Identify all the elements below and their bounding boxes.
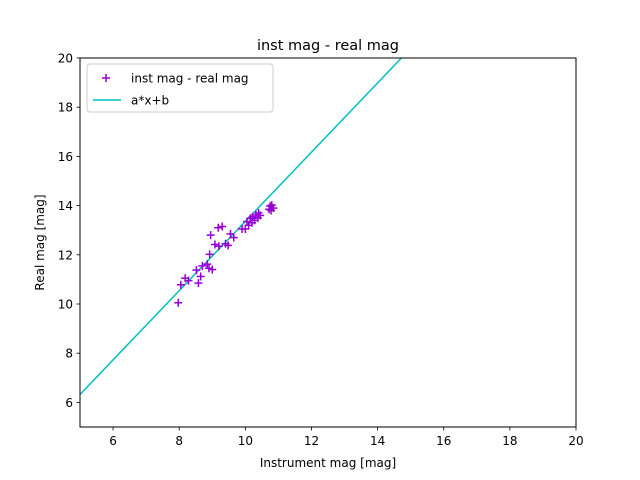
y-tick-label: 6 (65, 396, 73, 410)
legend-item: a*x+b (93, 94, 169, 108)
scatter-point (208, 265, 217, 274)
scatter-point (214, 242, 223, 251)
scatter-point (206, 231, 215, 240)
y-tick-label: 12 (58, 248, 73, 262)
legend-items: inst mag - real mag a*x+b (93, 72, 249, 108)
y-tick-label: 18 (58, 101, 73, 115)
y-tick-label: 10 (58, 298, 73, 312)
scatter-point (224, 241, 233, 250)
scatter-point (218, 222, 227, 231)
scatter-point (198, 261, 207, 270)
scatter-point (210, 240, 219, 249)
legend-label: inst mag - real mag (131, 72, 249, 86)
x-tick-label: 16 (436, 434, 451, 448)
x-axis-label: Instrument mag [mag] (260, 456, 396, 470)
legend-box (86, 63, 274, 113)
legend-label: a*x+b (131, 94, 169, 108)
x-tick-label: 8 (175, 434, 183, 448)
y-axis-label: Real mag [mag] (33, 194, 47, 290)
fit-line (80, 58, 402, 396)
x-tick-label: 6 (109, 434, 117, 448)
scatter-point (176, 280, 185, 289)
y-tick-label: 16 (58, 150, 73, 164)
y-tick-label: 20 (58, 52, 73, 66)
plot-frame (79, 57, 577, 428)
legend-item: inst mag - real mag (102, 72, 249, 86)
y-tick-label: 14 (58, 199, 73, 213)
scatter-point (203, 260, 212, 269)
scatter-point (174, 298, 183, 307)
scatter-point (192, 266, 201, 275)
scatter-point (256, 211, 265, 220)
scatter-point (214, 223, 223, 232)
x-tick-label: 14 (370, 434, 385, 448)
x-tick-label: 10 (238, 434, 253, 448)
plot-layer (80, 58, 402, 396)
scatter-point (194, 279, 203, 288)
ticks-layer: 6 8 10 12 14 16 18 20 6 8 10 12 14 16 18 20 (58, 52, 584, 449)
x-tick-label: 18 (502, 434, 517, 448)
legend: inst mag - real mag a*x+b (86, 63, 274, 113)
chart-title: inst mag - real mag (257, 38, 399, 54)
scatter-point (196, 272, 205, 281)
x-tick-label: 12 (304, 434, 319, 448)
scatter-point (184, 276, 193, 285)
scatter-point (229, 233, 238, 242)
x-tick-label: 20 (568, 434, 583, 448)
scatter-point (269, 204, 278, 213)
scatter-point (205, 250, 214, 259)
y-tick-label: 8 (65, 347, 73, 361)
